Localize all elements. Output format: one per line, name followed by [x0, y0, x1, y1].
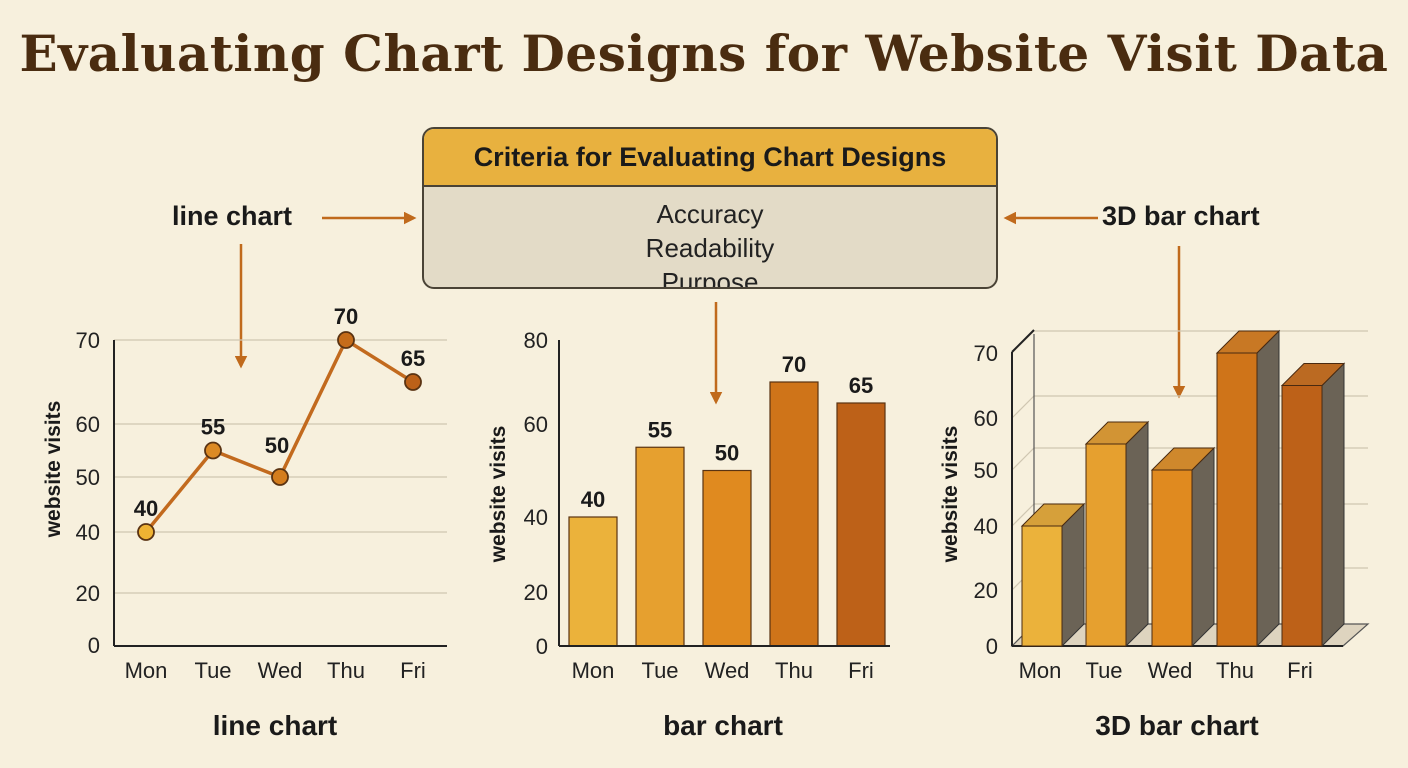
y-tick-label: 60: [974, 406, 998, 431]
x-tick-label: Thu: [327, 658, 365, 683]
line-chart-caption: line chart: [212, 710, 338, 741]
x-tick-label: Tue: [1085, 658, 1122, 683]
x-tick-label: Wed: [705, 658, 750, 683]
x-tick-label: Mon: [1019, 658, 1062, 683]
y-tick-label: 40: [974, 514, 998, 539]
bar: [1085, 443, 1127, 647]
x-tick-label: Tue: [194, 658, 231, 683]
y-tick-label: 0: [536, 634, 548, 659]
y-tick-label: 20: [76, 581, 100, 606]
data-label: 55: [648, 417, 672, 442]
y-tick-label: 0: [986, 634, 998, 659]
bar: [1216, 352, 1258, 647]
gridline: [1011, 330, 1368, 354]
data-label: 50: [265, 433, 289, 458]
criteria-item-accuracy: Accuracy: [656, 199, 764, 229]
criteria-list: Accuracy Readability Purpose: [424, 187, 996, 289]
y-tick-label: 40: [524, 505, 548, 530]
bar-side: [1061, 502, 1085, 648]
3d-bar-chart-caption: 3D bar chart: [1095, 710, 1259, 741]
data-point: [137, 523, 155, 541]
x-tick-label: Wed: [1148, 658, 1193, 683]
y-tick-label: 70: [974, 341, 998, 366]
y-tick-label: 80: [524, 328, 548, 353]
bar: [836, 402, 886, 647]
data-label: 40: [134, 496, 158, 521]
y-tick-label: 60: [76, 412, 100, 437]
data-label: 70: [782, 352, 806, 377]
x-tick-label: Thu: [1216, 658, 1254, 683]
x-tick-label: Mon: [125, 658, 168, 683]
x-tick-label: Wed: [258, 658, 303, 683]
data-point: [204, 441, 222, 460]
data-point: [271, 468, 289, 486]
bar-chart-caption: bar chart: [663, 710, 783, 741]
y-axis-depth: [1011, 329, 1035, 353]
x-tick-label: Tue: [641, 658, 678, 683]
line-chart-label: line chart: [172, 201, 293, 231]
criteria-item-readability: Readability: [645, 233, 775, 263]
x-tick-label: Fri: [848, 658, 874, 683]
x-tick-label: Fri: [1287, 658, 1313, 683]
data-point: [337, 331, 355, 349]
data-point: [404, 373, 422, 391]
criteria-title: Criteria for Evaluating Chart Designs: [424, 129, 996, 187]
y-tick-label: 60: [524, 412, 548, 437]
3d-bar-chart-label: 3D bar chart: [1102, 201, 1260, 231]
y-tick-label: 20: [974, 578, 998, 603]
y-axis-title: website visits: [487, 426, 510, 564]
y-axis-title: website visits: [42, 401, 65, 539]
y-tick-label: 50: [974, 458, 998, 483]
data-label: 70: [334, 304, 358, 329]
data-label: 65: [401, 346, 425, 371]
x-tick-label: Fri: [400, 658, 426, 683]
y-tick-label: 50: [76, 465, 100, 490]
bar: [1021, 525, 1063, 647]
x-tick-label: Thu: [775, 658, 813, 683]
page-title: Evaluating Chart Designs for Website Vis…: [19, 24, 1389, 83]
bar-side: [1125, 420, 1149, 648]
bar: [1151, 469, 1193, 647]
y-tick-label: 20: [524, 580, 548, 605]
y-tick-label: 40: [76, 520, 100, 545]
y-tick-label: 0: [88, 633, 100, 658]
bar-side: [1191, 446, 1215, 648]
bar-side: [1321, 362, 1345, 648]
data-label: 55: [201, 415, 225, 440]
criteria-item-purpose: Purpose: [661, 267, 759, 289]
bar: [702, 469, 752, 647]
y-axis-title: website visits: [939, 426, 962, 564]
data-label: 50: [715, 441, 739, 466]
y-tick-label: 70: [76, 328, 100, 353]
data-label: 40: [581, 487, 605, 512]
data-label: 65: [849, 373, 873, 398]
criteria-box: Criteria for Evaluating Chart Designs Ac…: [422, 127, 998, 289]
bar: [568, 516, 618, 647]
bar: [1281, 385, 1323, 647]
bar-side: [1256, 329, 1280, 648]
x-tick-label: Mon: [572, 658, 615, 683]
bar: [635, 446, 685, 647]
